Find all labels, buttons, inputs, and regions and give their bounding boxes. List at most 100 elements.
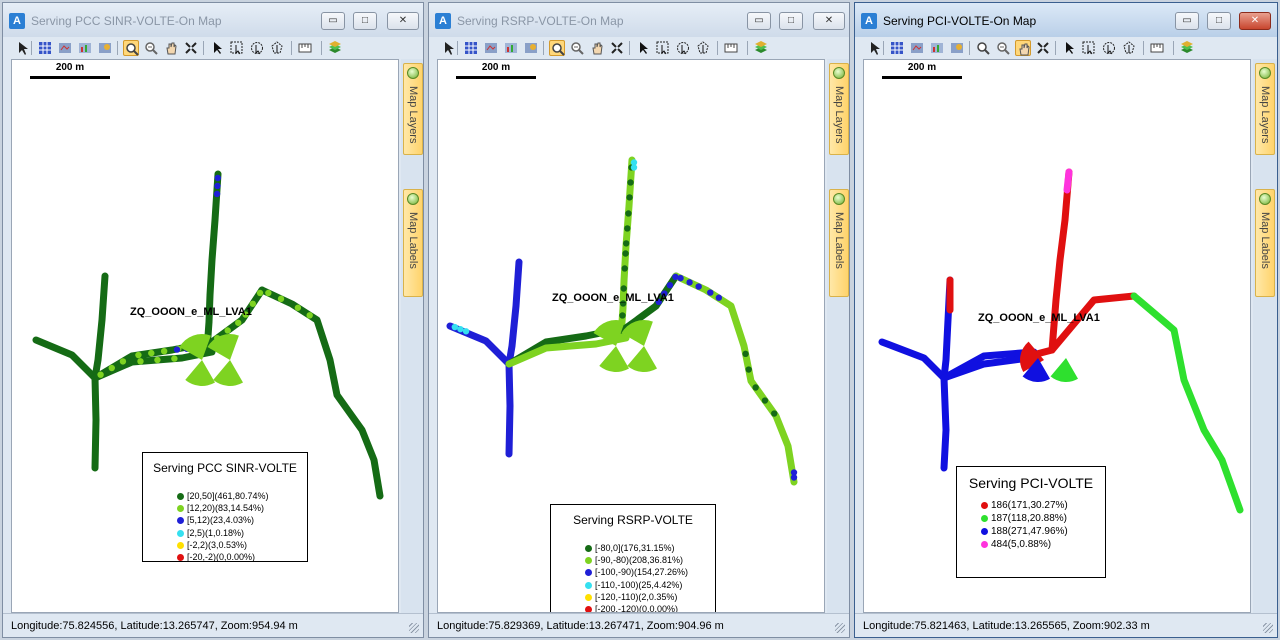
map-canvas[interactable]: 200 m ZQ_OOON_e_ML_LVA1 Serving PCI-VOLT… xyxy=(863,59,1251,613)
sample-point xyxy=(148,349,155,357)
cell-sector[interactable] xyxy=(207,334,239,360)
map-export-button[interactable] xyxy=(483,40,499,56)
full-extent-button[interactable] xyxy=(1035,40,1051,56)
select-rect-button[interactable] xyxy=(229,40,245,56)
pointer-button[interactable] xyxy=(441,40,457,56)
layer-grid-button[interactable] xyxy=(463,40,479,56)
window-titlebar[interactable]: A Serving PCC SINR-VOLTE-On Map ▭ □ ✕ xyxy=(3,3,423,37)
map-style-button[interactable] xyxy=(97,40,113,56)
map-chart-button[interactable] xyxy=(503,40,519,56)
select-arrow-button[interactable] xyxy=(1061,40,1077,56)
resize-grip[interactable] xyxy=(835,623,845,633)
close-button[interactable]: ✕ xyxy=(387,12,419,30)
full-extent-icon xyxy=(185,42,197,54)
full-extent-button[interactable] xyxy=(609,40,625,56)
window-title: Serving PCC SINR-VOLTE-On Map xyxy=(31,14,222,28)
select-rect-button[interactable] xyxy=(1081,40,1097,56)
legend-swatch xyxy=(585,593,592,601)
zoom-out-button[interactable] xyxy=(995,40,1011,56)
layers-stack-button[interactable] xyxy=(327,40,343,56)
close-button[interactable]: ✕ xyxy=(813,12,845,30)
map-chart-icon xyxy=(931,43,943,53)
cell-sector[interactable] xyxy=(185,360,215,386)
window-titlebar[interactable]: A Serving RSRP-VOLTE-On Map ▭ □ ✕ xyxy=(429,3,849,37)
legend-label: [5,12)(23,4.03%) xyxy=(187,515,255,526)
select-polygon-button[interactable] xyxy=(1121,40,1137,56)
map-canvas[interactable]: 200 m ZQ_OOON_e_ML_LVA1 Serving PCC SINR… xyxy=(11,59,399,613)
layer-grid-button[interactable] xyxy=(37,40,53,56)
cell-sector[interactable] xyxy=(1022,358,1050,382)
select-rect-button[interactable] xyxy=(655,40,671,56)
measure-button[interactable] xyxy=(297,40,313,56)
right-sidebar: Map Layers Map Labels xyxy=(401,59,423,613)
maximize-button[interactable]: □ xyxy=(779,12,803,30)
cell-sector[interactable] xyxy=(621,320,653,346)
map-chart-button[interactable] xyxy=(77,40,93,56)
legend-swatch xyxy=(981,515,988,522)
maximize-button[interactable]: □ xyxy=(1207,12,1231,30)
legend-swatch xyxy=(177,529,184,537)
resize-grip[interactable] xyxy=(1263,623,1273,633)
zoom-in-button[interactable] xyxy=(123,40,139,56)
map-layers-tab[interactable]: Map Layers xyxy=(829,63,849,155)
pointer-button[interactable] xyxy=(15,40,31,56)
map-layers-tab[interactable]: Map Layers xyxy=(403,63,423,155)
cell-sector[interactable] xyxy=(179,334,211,360)
layer-grid-button[interactable] xyxy=(889,40,905,56)
minimize-button[interactable]: ▭ xyxy=(321,12,345,30)
resize-grip[interactable] xyxy=(409,623,419,633)
cell-sector[interactable] xyxy=(1020,341,1044,372)
measure-button[interactable] xyxy=(723,40,739,56)
minimize-button[interactable]: ▭ xyxy=(747,12,771,30)
legend-label: 187(118,20.88%) xyxy=(991,513,1067,524)
cell-sector[interactable] xyxy=(213,360,243,386)
map-chart-button[interactable] xyxy=(929,40,945,56)
cell-sector[interactable] xyxy=(627,346,657,372)
pan-hand-icon xyxy=(1019,43,1030,56)
measure-button[interactable] xyxy=(1149,40,1165,56)
select-circle-button[interactable] xyxy=(675,40,691,56)
pointer-button[interactable] xyxy=(867,40,883,56)
minimize-button[interactable]: ▭ xyxy=(1175,12,1199,30)
cell-sector[interactable] xyxy=(1050,358,1078,382)
map-labels-tab[interactable]: Map Labels xyxy=(829,189,849,297)
select-circle-button[interactable] xyxy=(249,40,265,56)
cell-sector[interactable] xyxy=(593,320,625,346)
pan-hand-button[interactable] xyxy=(163,40,179,56)
map-chart-icon xyxy=(505,43,517,53)
select-arrow-button[interactable] xyxy=(635,40,651,56)
select-polygon-button[interactable] xyxy=(269,40,285,56)
layers-stack-button[interactable] xyxy=(1179,40,1195,56)
map-style-button[interactable] xyxy=(523,40,539,56)
status-bar: Longitude:75.821463, Latitude:13.265565,… xyxy=(855,613,1277,637)
zoom-out-button[interactable] xyxy=(143,40,159,56)
drive-route-segment xyxy=(505,258,523,368)
select-polygon-button[interactable] xyxy=(695,40,711,56)
cell-sector[interactable] xyxy=(599,346,629,372)
select-circle-button[interactable] xyxy=(1101,40,1117,56)
close-button[interactable]: ✕ xyxy=(1239,12,1271,30)
zoom-out-button[interactable] xyxy=(569,40,585,56)
scale-line xyxy=(882,76,962,79)
full-extent-button[interactable] xyxy=(183,40,199,56)
map-layers-tab[interactable]: Map Layers xyxy=(1255,63,1275,155)
map-labels-tab[interactable]: Map Labels xyxy=(403,189,423,297)
toolbar-separator xyxy=(969,41,970,55)
select-arrow-button[interactable] xyxy=(209,40,225,56)
sample-point xyxy=(235,319,242,326)
window-titlebar[interactable]: A Serving PCI-VOLTE-On Map ▭ □ ✕ xyxy=(855,3,1277,37)
pan-hand-button[interactable] xyxy=(589,40,605,56)
map-export-button[interactable] xyxy=(57,40,73,56)
map-style-button[interactable] xyxy=(949,40,965,56)
maximize-button[interactable]: □ xyxy=(353,12,377,30)
map-labels-tab[interactable]: Map Labels xyxy=(1255,189,1275,297)
map-canvas[interactable]: 200 m ZQ_OOON_e_ML_LVA1 Serving RSRP-VOL… xyxy=(437,59,825,613)
map-export-button[interactable] xyxy=(909,40,925,56)
layers-stack-button[interactable] xyxy=(753,40,769,56)
legend-swatch xyxy=(177,493,184,500)
sample-point xyxy=(745,366,752,373)
pan-hand-button[interactable] xyxy=(1015,40,1031,56)
zoom-in-button[interactable] xyxy=(975,40,991,56)
zoom-in-button[interactable] xyxy=(549,40,565,56)
map-export-icon xyxy=(911,43,923,53)
